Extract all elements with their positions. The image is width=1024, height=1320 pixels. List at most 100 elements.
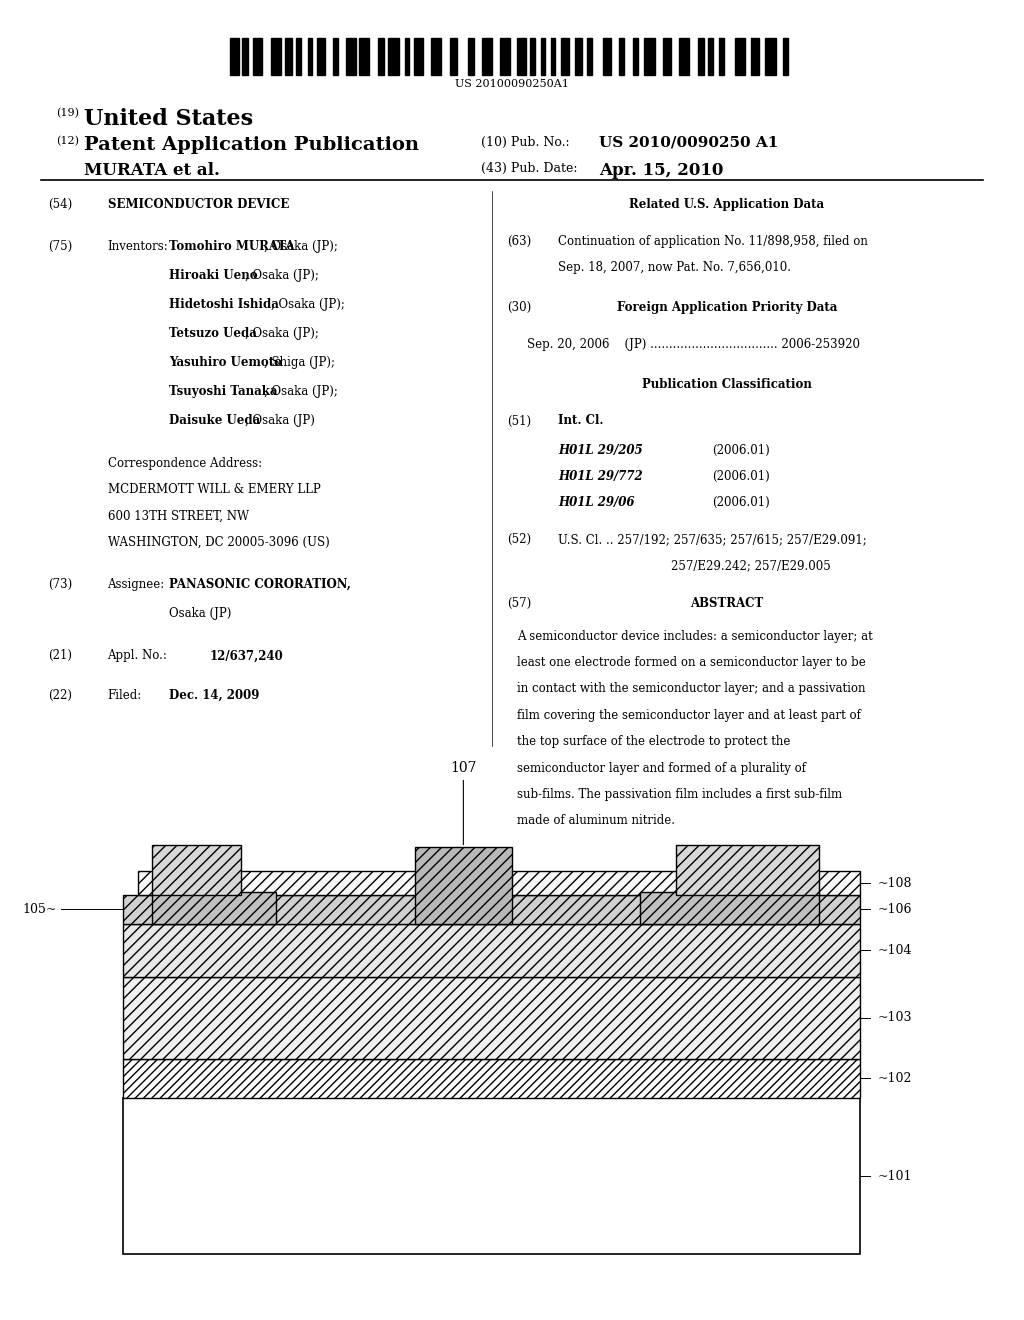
Bar xyxy=(123,1059,860,1098)
Text: sub-films. The passivation film includes a first sub-film: sub-films. The passivation film includes… xyxy=(517,788,843,801)
Text: WASHINGTON, DC 20005-3096 (US): WASHINGTON, DC 20005-3096 (US) xyxy=(108,536,330,549)
Text: PANASONIC CORORATION,: PANASONIC CORORATION, xyxy=(169,578,351,591)
Bar xyxy=(230,38,239,75)
Bar xyxy=(123,924,860,977)
Text: H01L 29/772: H01L 29/772 xyxy=(558,470,643,483)
Text: made of aluminum nitride.: made of aluminum nitride. xyxy=(517,814,675,828)
Text: ~103: ~103 xyxy=(878,1011,912,1024)
Bar xyxy=(782,38,788,75)
Bar xyxy=(415,847,512,924)
Text: A semiconductor device includes: a semiconductor layer; at: A semiconductor device includes: a semic… xyxy=(517,630,872,643)
Text: least one electrode formed on a semiconductor layer to be: least one electrode formed on a semicond… xyxy=(517,656,866,669)
Text: (10) Pub. No.:: (10) Pub. No.: xyxy=(481,136,570,149)
Text: , Shiga (JP);: , Shiga (JP); xyxy=(264,356,335,370)
Text: ~106: ~106 xyxy=(878,903,912,916)
Text: 600 13TH STREET, NW: 600 13TH STREET, NW xyxy=(108,510,249,523)
Text: H01L 29/205: H01L 29/205 xyxy=(558,444,643,457)
Text: (12): (12) xyxy=(56,136,79,147)
Text: Hiroaki Ueno: Hiroaki Ueno xyxy=(169,269,258,282)
Text: , Osaka (JP);: , Osaka (JP); xyxy=(264,385,338,399)
Text: (57): (57) xyxy=(507,597,531,610)
Text: , Osaka (JP): , Osaka (JP) xyxy=(245,414,315,428)
Text: Appl. No.:: Appl. No.: xyxy=(108,649,167,663)
Text: Tomohiro MURATA: Tomohiro MURATA xyxy=(169,240,295,253)
Bar xyxy=(530,38,536,75)
Bar xyxy=(751,38,759,75)
Text: Assignee:: Assignee: xyxy=(108,578,165,591)
Text: Sep. 18, 2007, now Pat. No. 7,656,010.: Sep. 18, 2007, now Pat. No. 7,656,010. xyxy=(558,261,792,275)
Bar xyxy=(482,38,492,75)
Text: (75): (75) xyxy=(48,240,73,253)
Text: (54): (54) xyxy=(48,198,73,211)
Text: Daisuke Ueda: Daisuke Ueda xyxy=(169,414,260,428)
Bar xyxy=(138,871,860,895)
Text: (2006.01): (2006.01) xyxy=(712,470,769,483)
Text: (63): (63) xyxy=(507,235,531,248)
Bar xyxy=(575,38,582,75)
Bar xyxy=(286,38,292,75)
Text: ~104: ~104 xyxy=(878,944,912,957)
Bar xyxy=(708,38,714,75)
Text: Foreign Application Priority Data: Foreign Application Priority Data xyxy=(616,301,838,314)
Bar xyxy=(333,38,338,75)
Bar xyxy=(296,38,301,75)
Text: (2006.01): (2006.01) xyxy=(712,444,769,457)
Bar xyxy=(500,38,510,75)
Text: , Osaka (JP);: , Osaka (JP); xyxy=(245,269,319,282)
Bar xyxy=(450,38,458,75)
Text: Apr. 15, 2010: Apr. 15, 2010 xyxy=(599,162,723,180)
Text: H01L 29/06: H01L 29/06 xyxy=(558,496,635,510)
Bar xyxy=(633,38,638,75)
Text: (52): (52) xyxy=(507,533,531,546)
Text: Publication Classification: Publication Classification xyxy=(642,378,812,391)
Text: ABSTRACT: ABSTRACT xyxy=(690,597,764,610)
Text: US 2010/0090250 A1: US 2010/0090250 A1 xyxy=(599,136,778,150)
Bar xyxy=(317,38,326,75)
Bar xyxy=(542,38,546,75)
Text: Hidetoshi Ishida: Hidetoshi Ishida xyxy=(169,298,279,312)
Text: SEMICONDUCTOR DEVICE: SEMICONDUCTOR DEVICE xyxy=(108,198,289,211)
Text: ~101: ~101 xyxy=(878,1170,912,1183)
Text: MCDERMOTT WILL & EMERY LLP: MCDERMOTT WILL & EMERY LLP xyxy=(108,483,321,496)
Bar xyxy=(123,977,860,1059)
Text: , Osaka (JP);: , Osaka (JP); xyxy=(270,298,344,312)
Text: (2006.01): (2006.01) xyxy=(712,496,769,510)
Bar xyxy=(551,38,555,75)
Text: Correspondence Address:: Correspondence Address: xyxy=(108,457,262,470)
Text: United States: United States xyxy=(84,108,253,131)
Bar xyxy=(698,38,703,75)
Bar xyxy=(152,845,241,895)
Text: the top surface of the electrode to protect the: the top surface of the electrode to prot… xyxy=(517,735,791,748)
Bar xyxy=(468,38,474,75)
Text: Filed:: Filed: xyxy=(108,689,141,702)
Text: (21): (21) xyxy=(48,649,72,663)
Text: (30): (30) xyxy=(507,301,531,314)
Text: Sep. 20, 2006    (JP) .................................. 2006-253920: Sep. 20, 2006 (JP) .....................… xyxy=(527,338,860,351)
Bar xyxy=(664,38,671,75)
Text: semiconductor layer and formed of a plurality of: semiconductor layer and formed of a plur… xyxy=(517,762,806,775)
Text: 107: 107 xyxy=(451,760,476,845)
Text: film covering the semiconductor layer and at least part of: film covering the semiconductor layer an… xyxy=(517,709,861,722)
Bar xyxy=(123,1098,860,1254)
Bar xyxy=(620,38,624,75)
Bar xyxy=(431,38,441,75)
Bar xyxy=(152,892,276,924)
Bar xyxy=(359,38,369,75)
Text: Continuation of application No. 11/898,958, filed on: Continuation of application No. 11/898,9… xyxy=(558,235,868,248)
Text: , Osaka (JP);: , Osaka (JP); xyxy=(264,240,338,253)
Text: 105~: 105~ xyxy=(22,903,56,916)
Bar xyxy=(123,895,860,924)
Bar xyxy=(406,38,410,75)
Text: U.S. Cl. .. 257/192; 257/635; 257/615; 257/E29.091;: U.S. Cl. .. 257/192; 257/635; 257/615; 2… xyxy=(558,533,867,546)
Bar xyxy=(388,38,399,75)
Text: Int. Cl.: Int. Cl. xyxy=(558,414,603,428)
Text: Osaka (JP): Osaka (JP) xyxy=(169,607,231,620)
Text: Inventors:: Inventors: xyxy=(108,240,168,253)
Text: US 20100090250A1: US 20100090250A1 xyxy=(455,79,569,90)
Bar xyxy=(640,892,819,924)
Text: (43) Pub. Date:: (43) Pub. Date: xyxy=(481,162,578,176)
Text: MURATA et al.: MURATA et al. xyxy=(84,162,220,180)
Bar xyxy=(765,38,775,75)
Bar xyxy=(561,38,569,75)
Bar xyxy=(378,38,384,75)
